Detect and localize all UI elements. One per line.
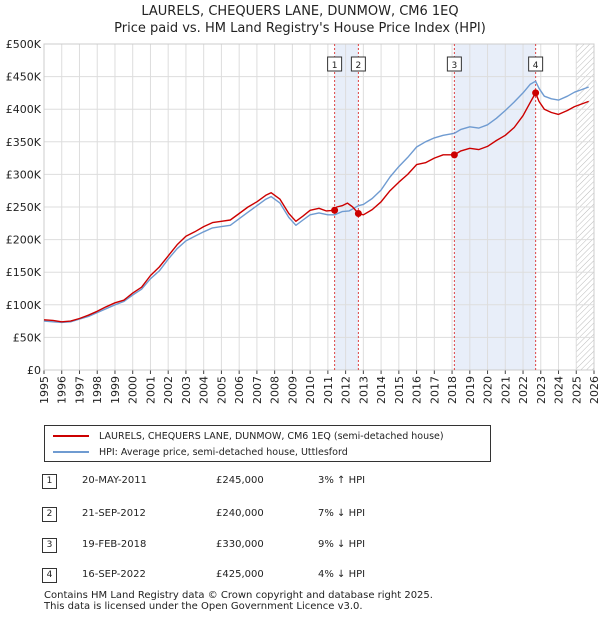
x-tick-label: 2022 [517,376,530,404]
legend-item-property: LAURELS, CHEQUERS LANE, DUNMOW, CM6 1EQ … [53,429,444,443]
transaction-number-badge: 4 [42,568,57,583]
y-tick-label: £350K [6,136,42,149]
sale-number-box [327,56,343,72]
x-tick-label: 2019 [464,376,477,404]
chart-subtitle: Price paid vs. HM Land Registry's House … [114,21,486,36]
x-tick-label: 2011 [322,376,335,404]
transaction-number-badge: 3 [42,538,57,553]
x-tick-label: 2010 [304,376,317,404]
legend-swatch-hpi [53,451,89,453]
x-tick-label: 1997 [73,376,86,404]
plot-border [43,43,595,371]
x-tick-label: 2001 [144,376,157,404]
sale-number-box [350,56,366,72]
sale-number-label: 2 [356,61,362,71]
x-tick-label: 2014 [375,376,388,404]
x-tick-label: 2024 [553,376,566,404]
legend-label-property: LAURELS, CHEQUERS LANE, DUNMOW, CM6 1EQ … [99,430,444,442]
table-row: 4 16-SEP-2022 £425,000 4% ↓ HPI [42,568,462,588]
x-tick-label: 2008 [269,376,282,404]
legend: LAURELS, CHEQUERS LANE, DUNMOW, CM6 1EQ … [44,425,491,462]
price-chart: £0 £50K £100K £150K £200K £250K £300K £350K £400… [6,38,600,404]
y-tick-label: £300K [6,168,42,181]
x-tick-label: 2020 [482,376,495,404]
x-tick-label: 2025 [570,376,583,404]
y-tick-label: £0 [27,364,41,377]
x-tick-label: 1996 [56,376,69,404]
y-tick-label: £450K [6,71,42,84]
sale-number-box [446,56,462,72]
sale-point [354,210,362,218]
x-tick-label: 2023 [535,376,548,404]
y-tick-label: £50K [13,331,42,344]
footer: Contains HM Land Registry data © Crown c… [44,590,433,612]
table-row: 2 21-SEP-2012 £240,000 7% ↓ HPI [42,507,462,527]
x-tick-label: 2017 [428,376,441,404]
transaction-date: 19-FEB-2018 [82,539,147,550]
x-tick-label: 2006 [233,376,246,404]
y-tick-label: £200K [6,234,42,247]
transaction-hpi-diff: 3% ↑ HPI [318,475,366,486]
transaction-hpi-diff: 7% ↓ HPI [318,508,366,519]
transaction-number-badge: 2 [42,507,57,522]
transaction-price: £240,000 [216,508,264,519]
x-tick-label: 2021 [499,376,512,404]
x-tick-label: 2004 [198,376,211,404]
legend-swatch-property [53,435,89,437]
legend-label-hpi: HPI: Average price, semi-detached house,… [99,446,348,458]
x-tick-label: 2016 [411,376,424,404]
chart-title-block: LAURELS, CHEQUERS LANE, DUNMOW, CM6 1EQ … [0,3,600,37]
x-tick-label: 1999 [109,376,122,404]
chart-title: LAURELS, CHEQUERS LANE, DUNMOW, CM6 1EQ [141,4,459,19]
sale-number-label: 1 [332,61,338,71]
sale-point [450,151,458,159]
transaction-date: 16-SEP-2022 [82,569,146,580]
x-tick-label: 1995 [38,376,51,404]
x-tick-label: 2013 [357,376,370,404]
hpi-line [43,80,589,324]
transaction-price: £330,000 [216,539,264,550]
sale-point [532,89,540,97]
transaction-hpi-diff: 9% ↓ HPI [318,539,366,550]
x-tick-label: 2018 [446,376,459,404]
y-tick-label: £250K [6,201,42,214]
y-tick-label: £400K [6,103,42,116]
x-tick-label: 2000 [127,376,140,404]
transaction-hpi-diff: 4% ↓ HPI [318,569,366,580]
x-tick-label: 2026 [588,376,600,404]
x-tick-label: 2002 [162,376,175,404]
legend-item-hpi: HPI: Average price, semi-detached house,… [53,445,348,459]
x-tick-label: 2003 [180,376,193,404]
sale-number-label: 3 [452,61,458,71]
table-row: 3 19-FEB-2018 £330,000 9% ↓ HPI [42,538,462,558]
x-tick-label: 2015 [393,376,406,404]
x-tick-label: 2009 [286,376,299,404]
transaction-date: 20-MAY-2011 [82,475,148,486]
transaction-date: 21-SEP-2012 [82,508,146,519]
transaction-price: £245,000 [216,475,264,486]
x-tick-label: 2007 [251,376,264,404]
y-tick-label: £150K [6,266,42,279]
x-tick-label: 2005 [215,376,228,404]
y-tick-label: £100K [6,299,42,312]
transaction-price: £425,000 [216,569,264,580]
x-tick-label: 2012 [340,376,353,404]
sale-number-label: 4 [533,61,539,71]
sale-point [331,206,339,214]
transaction-number-badge: 1 [42,474,57,489]
table-row: 1 20-MAY-2011 £245,000 3% ↑ HPI [42,474,462,494]
y-tick-label: £500K [6,38,42,51]
footer-licence: This data is licensed under the Open Gov… [44,601,363,612]
footer-copyright: Contains HM Land Registry data © Crown c… [44,590,433,601]
sale-number-box [528,56,544,72]
x-tick-label: 1998 [91,376,104,404]
